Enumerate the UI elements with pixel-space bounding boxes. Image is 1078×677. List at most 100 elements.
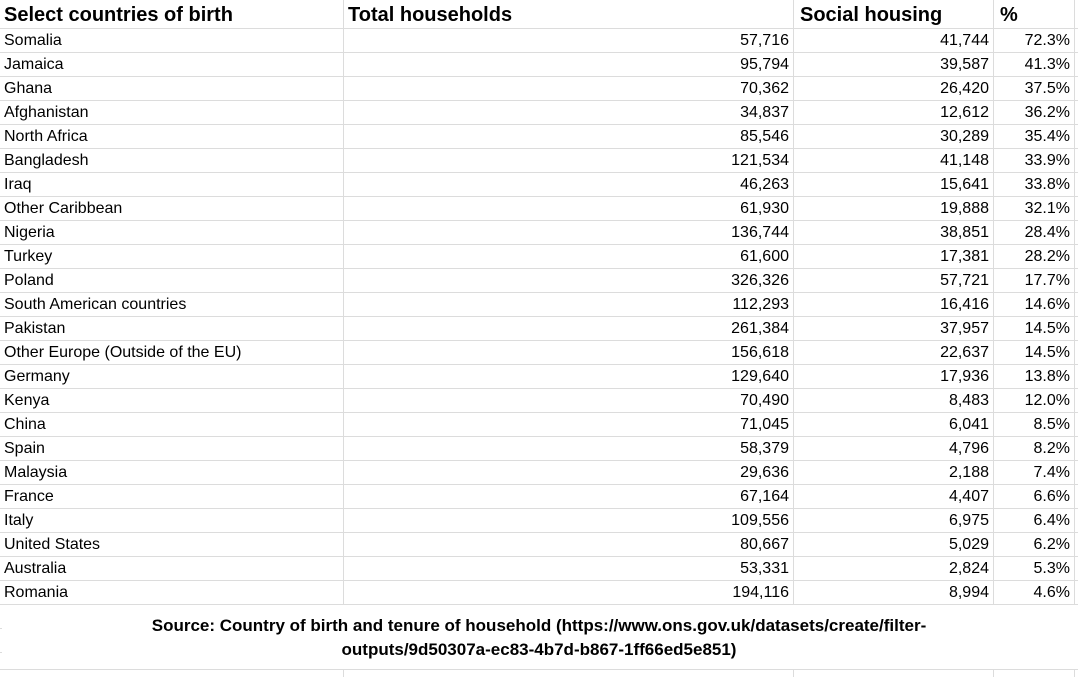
- total-households-cell[interactable]: 70,490: [344, 389, 794, 412]
- percent-cell[interactable]: 41.3%: [994, 53, 1075, 76]
- social-housing-cell[interactable]: 8,994: [794, 581, 994, 604]
- social-housing-cell[interactable]: 16,416: [794, 293, 994, 316]
- total-households-cell[interactable]: 194,116: [344, 581, 794, 604]
- country-cell[interactable]: Afghanistan: [0, 101, 344, 124]
- total-households-cell[interactable]: 29,636: [344, 461, 794, 484]
- total-households-cell[interactable]: 129,640: [344, 365, 794, 388]
- total-households-cell[interactable]: 46,263: [344, 173, 794, 196]
- total-households-cell[interactable]: 67,164: [344, 485, 794, 508]
- total-households-cell[interactable]: 57,716: [344, 29, 794, 52]
- percent-cell[interactable]: 35.4%: [994, 125, 1075, 148]
- country-cell[interactable]: Turkey: [0, 245, 344, 268]
- country-cell[interactable]: Bangladesh: [0, 149, 344, 172]
- country-cell[interactable]: Somalia: [0, 29, 344, 52]
- total-households-cell[interactable]: 109,556: [344, 509, 794, 532]
- percent-cell[interactable]: 5.3%: [994, 557, 1075, 580]
- country-cell[interactable]: Jamaica: [0, 53, 344, 76]
- country-cell[interactable]: South American countries: [0, 293, 344, 316]
- total-households-cell[interactable]: 136,744: [344, 221, 794, 244]
- total-households-cell[interactable]: 156,618: [344, 341, 794, 364]
- source-note[interactable]: Source: Country of birth and tenure of h…: [0, 605, 1078, 670]
- social-housing-cell[interactable]: 22,637: [794, 341, 994, 364]
- percent-cell[interactable]: 36.2%: [994, 101, 1075, 124]
- country-cell[interactable]: France: [0, 485, 344, 508]
- total-households-cell[interactable]: 58,379: [344, 437, 794, 460]
- total-households-cell[interactable]: 85,546: [344, 125, 794, 148]
- social-housing-cell[interactable]: 8,483: [794, 389, 994, 412]
- percent-cell[interactable]: 14.5%: [994, 317, 1075, 340]
- country-cell[interactable]: North Africa: [0, 125, 344, 148]
- total-households-cell[interactable]: 80,667: [344, 533, 794, 556]
- percent-cell[interactable]: 13.8%: [994, 365, 1075, 388]
- percent-cell[interactable]: 8.5%: [994, 413, 1075, 436]
- total-households-cell[interactable]: 95,794: [344, 53, 794, 76]
- country-cell[interactable]: Iraq: [0, 173, 344, 196]
- header-percent[interactable]: %: [994, 0, 1075, 28]
- total-households-cell[interactable]: 70,362: [344, 77, 794, 100]
- percent-cell[interactable]: 17.7%: [994, 269, 1075, 292]
- percent-cell[interactable]: 14.5%: [994, 341, 1075, 364]
- total-households-cell[interactable]: 34,837: [344, 101, 794, 124]
- social-housing-cell[interactable]: 17,936: [794, 365, 994, 388]
- country-cell[interactable]: Ghana: [0, 77, 344, 100]
- percent-cell[interactable]: 6.2%: [994, 533, 1075, 556]
- country-cell[interactable]: Nigeria: [0, 221, 344, 244]
- total-households-cell[interactable]: 112,293: [344, 293, 794, 316]
- total-households-cell[interactable]: 53,331: [344, 557, 794, 580]
- country-cell[interactable]: Australia: [0, 557, 344, 580]
- social-housing-cell[interactable]: 6,041: [794, 413, 994, 436]
- percent-cell[interactable]: 7.4%: [994, 461, 1075, 484]
- country-cell[interactable]: Spain: [0, 437, 344, 460]
- country-cell[interactable]: Germany: [0, 365, 344, 388]
- social-housing-cell[interactable]: 26,420: [794, 77, 994, 100]
- percent-cell[interactable]: 12.0%: [994, 389, 1075, 412]
- country-cell[interactable]: Poland: [0, 269, 344, 292]
- percent-cell[interactable]: 72.3%: [994, 29, 1075, 52]
- social-housing-cell[interactable]: 19,888: [794, 197, 994, 220]
- country-cell[interactable]: China: [0, 413, 344, 436]
- percent-cell[interactable]: 32.1%: [994, 197, 1075, 220]
- social-housing-cell[interactable]: 30,289: [794, 125, 994, 148]
- social-housing-cell[interactable]: 4,407: [794, 485, 994, 508]
- social-housing-cell[interactable]: 38,851: [794, 221, 994, 244]
- total-households-cell[interactable]: 326,326: [344, 269, 794, 292]
- percent-cell[interactable]: 6.6%: [994, 485, 1075, 508]
- social-housing-cell[interactable]: 4,796: [794, 437, 994, 460]
- social-housing-cell[interactable]: 41,744: [794, 29, 994, 52]
- country-cell[interactable]: Romania: [0, 581, 344, 604]
- social-housing-cell[interactable]: 37,957: [794, 317, 994, 340]
- header-total-households[interactable]: Total households: [344, 0, 794, 28]
- country-cell[interactable]: Malaysia: [0, 461, 344, 484]
- percent-cell[interactable]: 37.5%: [994, 77, 1075, 100]
- social-housing-cell[interactable]: 17,381: [794, 245, 994, 268]
- social-housing-cell[interactable]: 6,975: [794, 509, 994, 532]
- percent-cell[interactable]: 28.4%: [994, 221, 1075, 244]
- percent-cell[interactable]: 33.9%: [994, 149, 1075, 172]
- social-housing-cell[interactable]: 41,148: [794, 149, 994, 172]
- percent-cell[interactable]: 28.2%: [994, 245, 1075, 268]
- total-households-cell[interactable]: 261,384: [344, 317, 794, 340]
- total-households-cell[interactable]: 71,045: [344, 413, 794, 436]
- total-households-cell[interactable]: 121,534: [344, 149, 794, 172]
- social-housing-cell[interactable]: 57,721: [794, 269, 994, 292]
- percent-cell[interactable]: 6.4%: [994, 509, 1075, 532]
- country-cell[interactable]: Other Caribbean: [0, 197, 344, 220]
- header-social-housing[interactable]: Social housing: [794, 0, 994, 28]
- percent-cell[interactable]: 33.8%: [994, 173, 1075, 196]
- total-households-cell[interactable]: 61,600: [344, 245, 794, 268]
- social-housing-cell[interactable]: 15,641: [794, 173, 994, 196]
- country-cell[interactable]: Other Europe (Outside of the EU): [0, 341, 344, 364]
- country-cell[interactable]: Kenya: [0, 389, 344, 412]
- country-cell[interactable]: United States: [0, 533, 344, 556]
- header-country[interactable]: Select countries of birth: [0, 0, 344, 28]
- social-housing-cell[interactable]: 39,587: [794, 53, 994, 76]
- social-housing-cell[interactable]: 2,188: [794, 461, 994, 484]
- country-cell[interactable]: Pakistan: [0, 317, 344, 340]
- country-cell[interactable]: Italy: [0, 509, 344, 532]
- total-households-cell[interactable]: 61,930: [344, 197, 794, 220]
- social-housing-cell[interactable]: 2,824: [794, 557, 994, 580]
- percent-cell[interactable]: 8.2%: [994, 437, 1075, 460]
- percent-cell[interactable]: 4.6%: [994, 581, 1075, 604]
- social-housing-cell[interactable]: 12,612: [794, 101, 994, 124]
- social-housing-cell[interactable]: 5,029: [794, 533, 994, 556]
